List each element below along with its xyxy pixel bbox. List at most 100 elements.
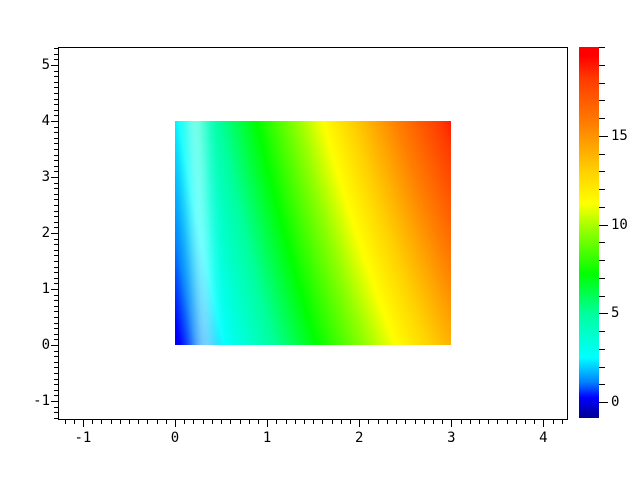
y-minor-tick (54, 283, 58, 285)
x-minor-tick (276, 420, 278, 424)
y-minor-tick (54, 59, 58, 61)
colorbar-major-tick (599, 135, 608, 137)
y-minor-tick (54, 221, 58, 223)
x-minor-tick (534, 420, 536, 424)
y-minor-tick (54, 132, 58, 134)
x-tick-label: 2 (354, 430, 364, 446)
y-minor-tick (54, 367, 58, 369)
colorbar-minor-tick (599, 153, 605, 155)
x-minor-tick (552, 420, 554, 424)
x-tick-label: 0 (170, 430, 180, 446)
x-minor-tick (515, 420, 517, 424)
y-minor-tick (54, 154, 58, 156)
y-major-tick (51, 233, 58, 234)
x-minor-tick (73, 420, 75, 424)
x-minor-tick (147, 420, 149, 424)
x-minor-tick (469, 420, 471, 424)
x-minor-tick (138, 420, 140, 424)
y-major-tick (51, 65, 58, 66)
y-tick-label: 0 (41, 337, 50, 353)
y-minor-tick (54, 317, 58, 318)
colorbar-minor-tick (599, 366, 605, 368)
x-major-tick (451, 420, 453, 427)
x-tick-label: -1 (74, 430, 92, 446)
x-minor-tick (377, 420, 379, 424)
x-minor-tick (128, 420, 130, 424)
x-minor-tick (497, 420, 499, 424)
x-minor-tick (478, 420, 480, 424)
y-minor-tick (54, 109, 58, 111)
y-minor-tick (54, 294, 58, 296)
x-minor-tick (368, 420, 370, 424)
y-minor-tick (54, 305, 58, 307)
x-minor-tick (202, 420, 204, 424)
y-minor-tick (54, 311, 58, 313)
x-minor-tick (386, 420, 388, 424)
y-minor-tick (54, 137, 58, 139)
x-minor-tick (488, 420, 490, 424)
colorbar-minor-tick (599, 277, 605, 279)
x-minor-tick (101, 420, 103, 424)
colorbar-minor-tick (599, 295, 605, 297)
y-minor-tick (54, 182, 58, 184)
x-tick-label: 4 (539, 430, 548, 446)
colorbar-minor-tick (599, 260, 605, 261)
y-minor-tick (54, 322, 58, 324)
y-minor-tick (54, 266, 58, 268)
x-tick-label: 3 (447, 430, 456, 446)
colorbar-minor-tick (599, 348, 605, 350)
y-minor-tick (54, 339, 58, 341)
y-tick-label: 5 (41, 57, 50, 73)
x-minor-tick (460, 420, 462, 424)
y-minor-tick (54, 193, 58, 195)
y-major-tick (51, 345, 58, 346)
x-minor-tick (165, 420, 167, 424)
colorbar-minor-tick (599, 100, 605, 102)
y-minor-tick (54, 87, 58, 89)
y-minor-tick (54, 149, 58, 150)
y-minor-tick (54, 104, 58, 106)
x-minor-tick (405, 420, 407, 424)
x-minor-tick (396, 420, 397, 424)
x-minor-tick (313, 420, 315, 424)
colorbar-minor-tick (599, 384, 605, 386)
y-minor-tick (54, 272, 58, 274)
y-minor-tick (54, 373, 58, 374)
colorbar-minor-tick (599, 242, 605, 244)
colorbar-tick-label: 0 (611, 394, 620, 410)
x-minor-tick (432, 420, 434, 424)
x-minor-tick (350, 420, 351, 424)
colorbar-major-tick (599, 402, 608, 403)
colorbar-minor-tick (599, 82, 605, 84)
y-minor-tick (54, 255, 58, 257)
y-minor-tick (54, 412, 58, 414)
colorbar-minor-tick (599, 118, 605, 119)
x-major-tick (267, 420, 269, 427)
colorbar-minor-tick (599, 47, 605, 48)
y-major-tick (51, 121, 58, 122)
x-major-tick (175, 420, 176, 427)
x-minor-tick (506, 420, 508, 424)
y-minor-tick (54, 300, 58, 302)
x-minor-tick (193, 420, 195, 424)
colorbar-minor-tick (599, 171, 605, 173)
x-minor-tick (248, 420, 250, 424)
colorbar-major-tick (599, 224, 608, 226)
y-minor-tick (54, 261, 58, 262)
y-minor-tick (54, 328, 58, 330)
x-minor-tick (119, 420, 121, 424)
x-minor-tick (221, 420, 223, 424)
y-tick-label: 1 (41, 281, 50, 297)
y-minor-tick (54, 115, 58, 117)
y-minor-tick (54, 406, 58, 408)
x-minor-tick (184, 420, 186, 424)
y-tick-label: 3 (41, 169, 50, 185)
x-minor-tick (331, 420, 333, 424)
colorbar-minor-tick (599, 189, 605, 190)
y-minor-tick (54, 216, 58, 218)
y-minor-tick (54, 160, 58, 162)
y-minor-tick (54, 93, 58, 94)
x-minor-tick (257, 420, 259, 424)
y-minor-tick (54, 76, 58, 78)
x-minor-tick (156, 420, 158, 424)
